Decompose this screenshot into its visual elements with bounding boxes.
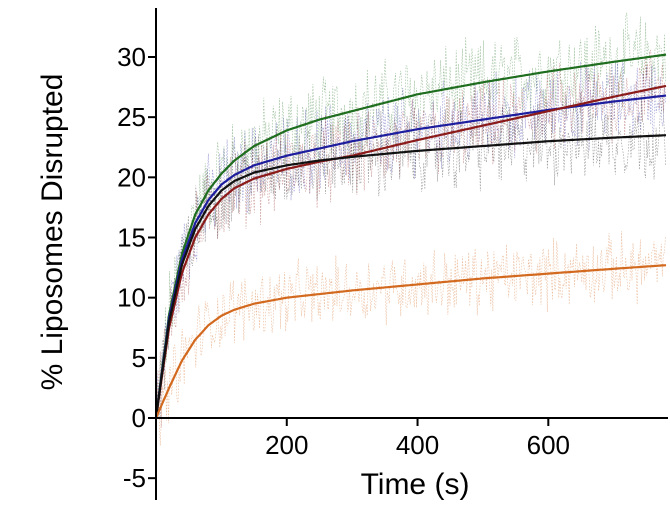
y-axis-title: % Liposomes Disrupted xyxy=(36,74,69,391)
raw-trace-3 xyxy=(155,49,666,442)
x-axis-title: Time (s) xyxy=(361,468,470,501)
y-tick-label: 10 xyxy=(117,283,146,313)
raw-trace-2 xyxy=(155,59,666,450)
fit-curve-3 xyxy=(154,84,667,419)
fit-curves xyxy=(154,53,667,419)
x-tick-label: 200 xyxy=(265,430,308,460)
y-tick-label: -5 xyxy=(123,463,146,493)
raw-data-traces xyxy=(155,12,666,450)
y-tick-label: 30 xyxy=(117,42,146,72)
fit-curve-4 xyxy=(154,134,667,419)
x-tick-label: 600 xyxy=(527,430,570,460)
ticks: -5 0 5 10 15 20 25 30 200 400 600 xyxy=(117,42,570,493)
fit-curve-5 xyxy=(154,264,667,419)
y-tick-label: 20 xyxy=(117,162,146,192)
axes xyxy=(155,8,668,500)
x-tick-label: 400 xyxy=(396,430,439,460)
y-tick-label: 0 xyxy=(132,403,146,433)
y-tick-label: 5 xyxy=(132,343,146,373)
fit-curve-2 xyxy=(154,94,667,419)
raw-trace-5 xyxy=(155,231,666,446)
raw-trace-4 xyxy=(155,92,666,429)
y-tick-label: 25 xyxy=(117,102,146,132)
y-tick-label: 15 xyxy=(117,223,146,253)
fit-curve-1 xyxy=(154,53,667,419)
raw-trace-1 xyxy=(155,12,666,415)
